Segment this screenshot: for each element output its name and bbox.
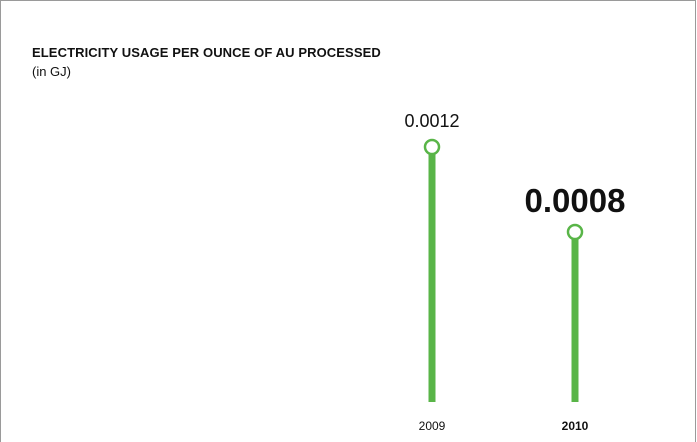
bar-stem-2010: [571, 232, 579, 402]
bar-marker-2009: [423, 138, 441, 156]
value-label-2010: 0.0008: [525, 182, 626, 219]
category-label-2010: 2010: [562, 419, 589, 433]
bar-stem-2009: [428, 147, 436, 402]
category-label-2009: 2009: [419, 419, 446, 433]
chart-title: ELECTRICITY USAGE PER OUNCE OF AU PROCES…: [32, 45, 381, 60]
value-label-2009: 0.0012: [404, 111, 459, 131]
chart-subtitle: (in GJ): [32, 64, 71, 79]
bar-marker-2010: [566, 223, 584, 241]
